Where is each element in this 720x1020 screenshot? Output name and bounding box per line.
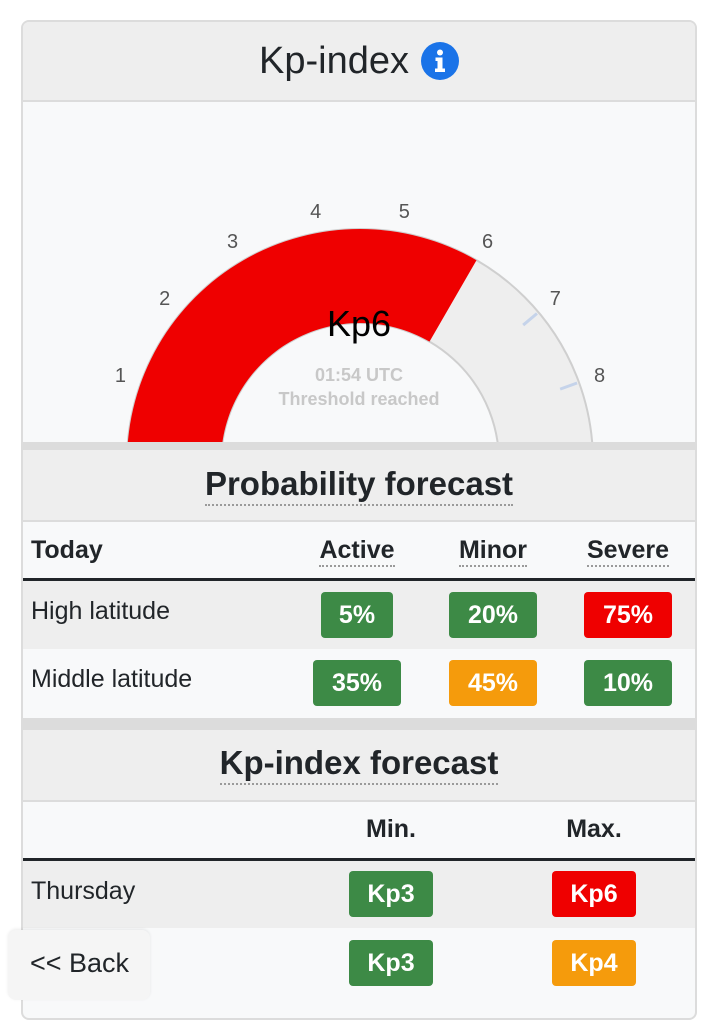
section-divider [23, 717, 695, 730]
probability-badge: 35% [313, 660, 401, 706]
column-header-day [23, 801, 289, 861]
table-row-high-latitude: High latitude 5% 20% 75% [23, 579, 695, 649]
kp-min-badge: Kp3 [349, 939, 433, 986]
column-header-max: Max. [493, 801, 695, 861]
column-header-active[interactable]: Active [289, 522, 425, 581]
minor-label: Minor [458, 535, 528, 567]
gauge-tick-mark [559, 381, 578, 391]
back-button[interactable]: << Back [8, 930, 150, 1000]
kp-max-badge: Kp6 [552, 871, 636, 918]
table-row-thursday: Thursday Kp3 Kp6 [23, 859, 695, 928]
column-header-today: Today [23, 522, 289, 581]
gauge-fill [127, 229, 477, 442]
probability-badge: 75% [584, 591, 672, 638]
gauge-tick-label: 5 [399, 201, 410, 223]
kp-update-time: 01:54 UTC [314, 365, 404, 385]
kp-gauge: 0123456789 Kp6 01:54 UTC Threshold reach… [23, 102, 695, 442]
card-header: Kp-index [23, 22, 695, 102]
kp-index-card: Kp-index 0123456789 Kp6 01:54 UTC Thresh… [21, 20, 697, 1020]
probability-badge: 5% [321, 591, 393, 638]
gauge-tick-label: 7 [550, 288, 561, 310]
severe-label: Severe [586, 535, 670, 567]
probability-forecast-title[interactable]: Probability forecast [204, 465, 514, 506]
row-label: Middle latitude [31, 664, 193, 693]
row-label: Thursday [31, 876, 136, 905]
probability-badge: 20% [449, 591, 537, 638]
gauge-tick-label: 8 [594, 365, 605, 387]
probability-table: Today Active Minor Severe High latitude … [23, 522, 695, 718]
column-header-min: Min. [289, 801, 493, 861]
probability-section-header: Probability forecast [23, 450, 695, 522]
row-label: High latitude [31, 597, 170, 625]
column-header-minor[interactable]: Minor [425, 522, 561, 581]
gauge-tick-label: 2 [159, 288, 170, 310]
probability-badge: 10% [584, 660, 672, 706]
gauge-tick-label: 1 [115, 365, 126, 387]
kp-forecast-table: Min. Max. Thursday Kp3 Kp6 Kp3 Kp4 [23, 801, 695, 997]
gauge-chart: 0123456789 [115, 201, 605, 442]
info-circle-icon[interactable] [420, 42, 459, 80]
kp-forecast-title[interactable]: Kp-index forecast [219, 744, 499, 785]
gauge-tick-mark [522, 312, 538, 327]
gauge-tick-label: 3 [227, 231, 238, 253]
column-header-severe[interactable]: Severe [561, 522, 695, 581]
kp-min-badge: Kp3 [349, 871, 433, 918]
active-label: Active [319, 535, 395, 567]
section-divider [23, 442, 695, 450]
kp-threshold-status: Threshold reached [278, 389, 440, 409]
kp-current-value: Kp6 [326, 303, 392, 344]
kp-forecast-section-header: Kp-index forecast [23, 729, 695, 802]
gauge-tick-label: 4 [310, 201, 321, 223]
table-row-middle-latitude: Middle latitude 35% 45% 10% [23, 648, 695, 718]
probability-badge: 45% [449, 660, 537, 706]
gauge-tick-label: 6 [482, 231, 493, 253]
kp-max-badge: Kp4 [552, 939, 636, 986]
page-title: Kp-index [259, 39, 409, 82]
